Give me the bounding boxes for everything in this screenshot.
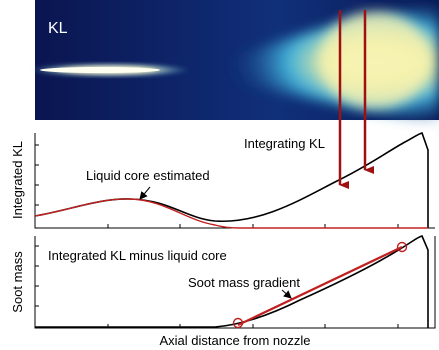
annotation: Liquid core estimated	[86, 168, 210, 183]
kl-image: KL	[30, 0, 439, 120]
figure: KL Integrating KL Liquid core estimated …	[0, 0, 439, 350]
annotation: Integrated KL minus liquid core	[48, 248, 227, 263]
image-label: KL	[48, 20, 68, 37]
y-label: Soot mass	[10, 251, 25, 313]
x-label: Axial distance from nozzle	[159, 333, 310, 348]
annotation: Soot mass gradient	[188, 275, 300, 290]
annotation: Integrating KL	[244, 136, 325, 151]
y-label: Integrated KL	[10, 141, 25, 219]
